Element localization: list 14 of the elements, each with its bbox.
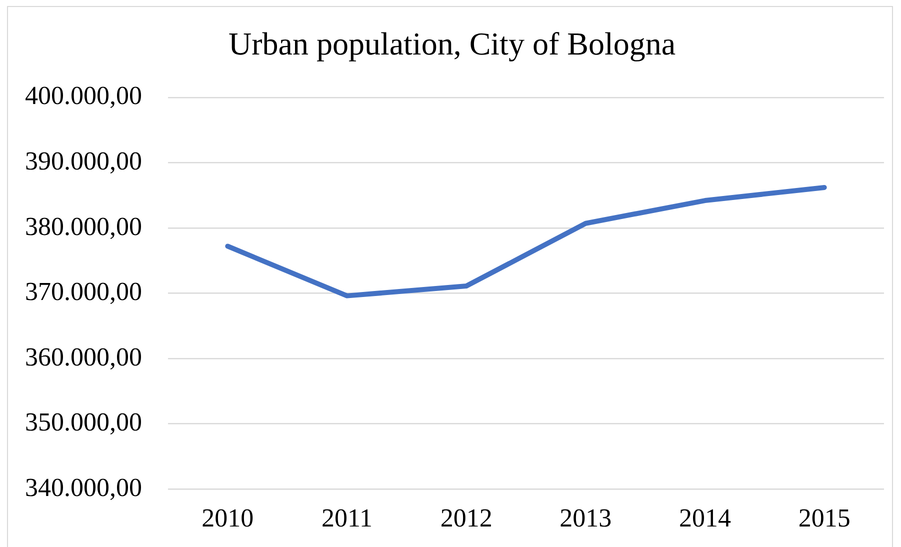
x-tick-label: 2015: [798, 503, 850, 532]
x-tick-label: 2010: [202, 503, 254, 532]
chart-title: Urban population, City of Bologna: [228, 26, 676, 62]
x-tick-label: 2011: [321, 503, 373, 532]
y-tick-label: 340.000,00: [25, 472, 142, 502]
x-tick-label: 2014: [679, 503, 731, 532]
y-tick-label: 370.000,00: [25, 277, 142, 306]
y-tick-label: 390.000,00: [25, 146, 142, 176]
x-tick-label: 2012: [440, 503, 492, 532]
y-tick-label: 360.000,00: [25, 342, 142, 372]
y-tick-label: 350.000,00: [25, 408, 142, 437]
y-tick-label: 400.000,00: [25, 81, 142, 110]
y-tick-label: 380.000,00: [25, 212, 142, 241]
x-tick-label: 2013: [560, 503, 612, 532]
